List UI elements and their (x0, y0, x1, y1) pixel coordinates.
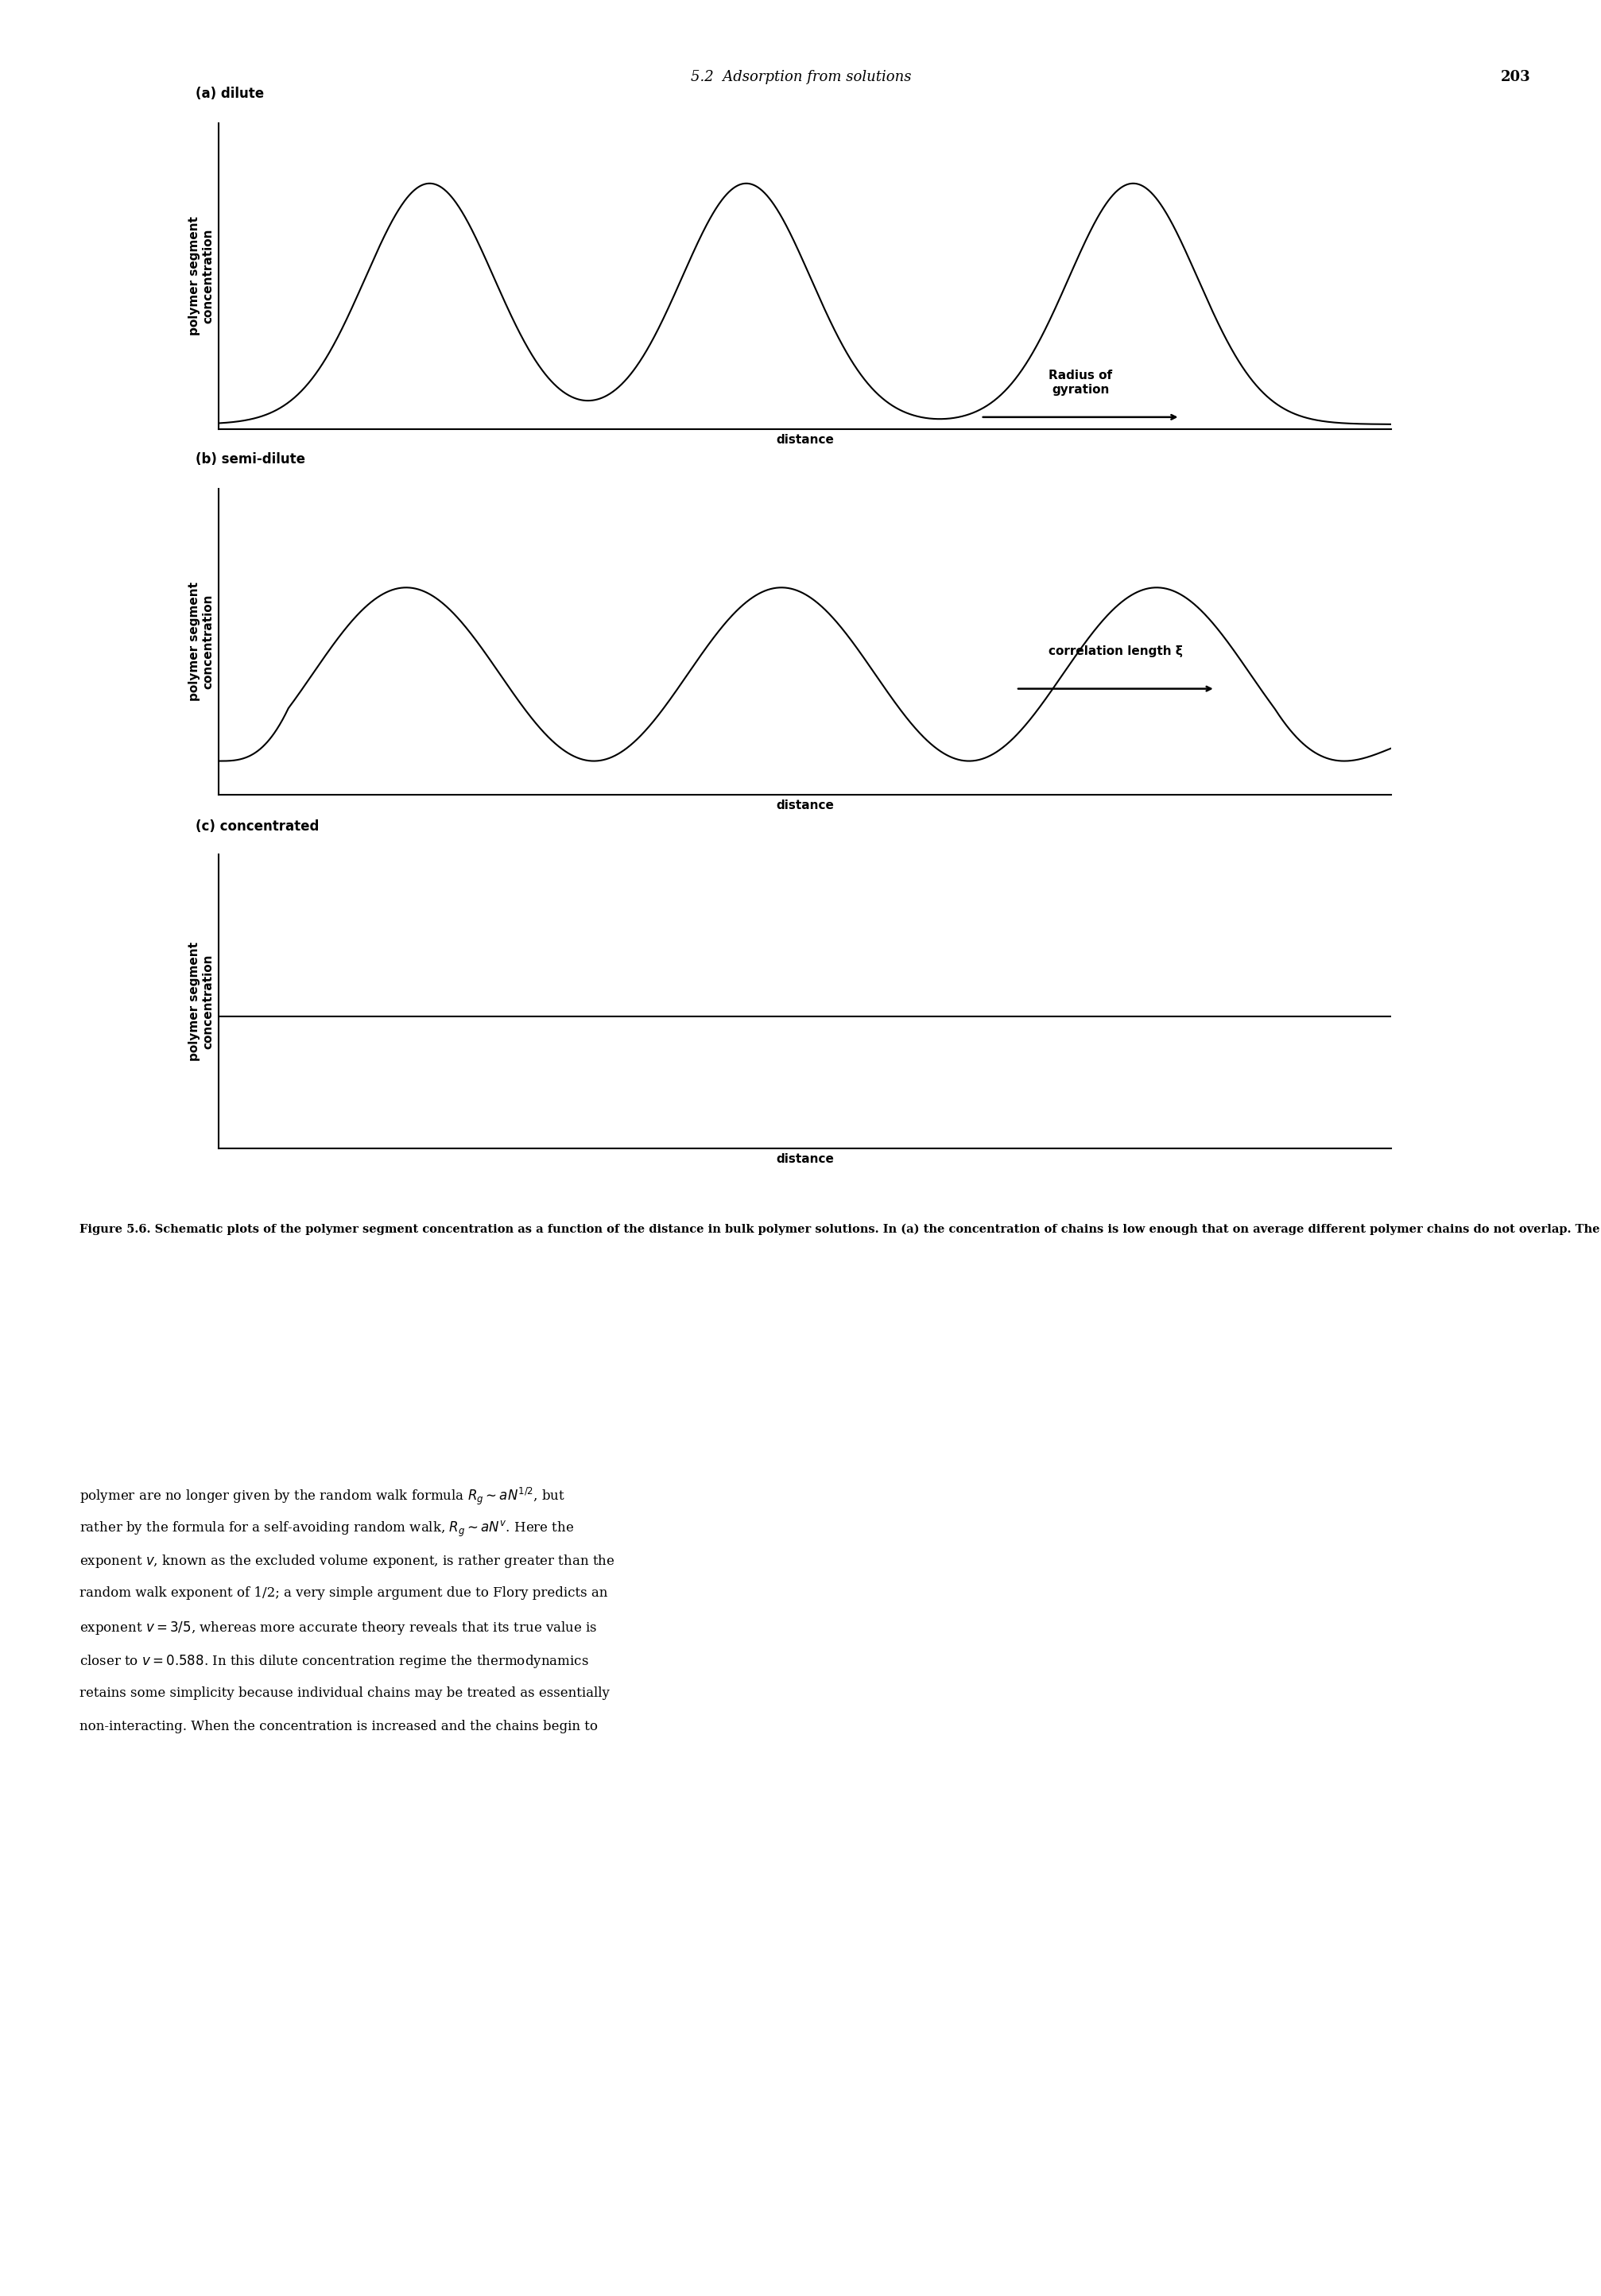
Text: exponent $v = 3/5$, whereas more accurate theory reveals that its true value is: exponent $v = 3/5$, whereas more accurat… (80, 1619, 597, 1637)
Text: random walk exponent of 1/2; a very simple argument due to Flory predicts an: random walk exponent of 1/2; a very simp… (80, 1587, 607, 1600)
Text: (b) semi-dilute: (b) semi-dilute (195, 452, 304, 466)
Text: rather by the formula for a self-avoiding random walk, $R_g \sim aN^v$. Here the: rather by the formula for a self-avoidin… (80, 1520, 573, 1538)
Text: 5.2  Adsorption from solutions: 5.2 Adsorption from solutions (690, 69, 911, 85)
Text: (c) concentrated: (c) concentrated (195, 820, 319, 833)
Text: retains some simplicity because individual chains may be treated as essentially: retains some simplicity because individu… (80, 1688, 610, 1699)
Text: 203: 203 (1500, 69, 1529, 85)
Text: Figure 5.6. Schematic plots of the polymer segment concentration as a function o: Figure 5.6. Schematic plots of the polym… (80, 1224, 1601, 1235)
Text: correlation length ξ: correlation length ξ (1049, 645, 1182, 657)
Y-axis label: polymer segment
concentration: polymer segment concentration (189, 583, 215, 700)
Y-axis label: polymer segment
concentration: polymer segment concentration (189, 941, 215, 1061)
Text: non-interacting. When the concentration is increased and the chains begin to: non-interacting. When the concentration … (80, 1720, 597, 1733)
X-axis label: distance: distance (775, 434, 834, 445)
Text: (a) dilute: (a) dilute (195, 87, 264, 101)
Y-axis label: polymer segment
concentration: polymer segment concentration (189, 216, 215, 335)
Text: Radius of
gyration: Radius of gyration (1049, 370, 1111, 395)
Text: closer to $v = 0.588$. In this dilute concentration regime the thermodynamics: closer to $v = 0.588$. In this dilute co… (80, 1653, 589, 1669)
Text: exponent $v$, known as the excluded volume exponent, is rather greater than the: exponent $v$, known as the excluded volu… (80, 1552, 615, 1570)
X-axis label: distance: distance (775, 799, 834, 810)
Text: polymer are no longer given by the random walk formula $R_g \sim aN^{1/2}$, but: polymer are no longer given by the rando… (80, 1486, 565, 1506)
X-axis label: distance: distance (775, 1153, 834, 1164)
